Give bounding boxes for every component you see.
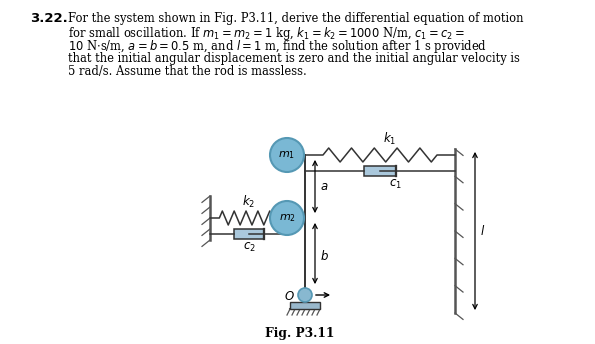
Text: $b$: $b$ [320, 249, 329, 264]
Text: For the system shown in Fig. P3.11, derive the differential equation of motion: For the system shown in Fig. P3.11, deri… [68, 12, 524, 25]
Bar [290, 302, 320, 309]
Text: $10$ N$\cdot$s/m, $a = b = 0.5$ m, and $l = 1$ m, find the solution after 1 s pr: $10$ N$\cdot$s/m, $a = b = 0.5$ m, and $… [68, 39, 487, 55]
Circle shape [298, 288, 312, 302]
Text: $m_2$: $m_2$ [278, 212, 296, 224]
Text: Fig. P3.11: Fig. P3.11 [265, 327, 334, 340]
Text: $k_2$: $k_2$ [242, 194, 256, 210]
Text: 5 rad/s. Assume that the rod is massless.: 5 rad/s. Assume that the rod is massless… [68, 65, 307, 78]
Circle shape [270, 138, 304, 172]
Circle shape [270, 201, 304, 235]
Text: 3.22.: 3.22. [30, 12, 68, 25]
Text: $O$: $O$ [284, 290, 295, 302]
Text: $c_1$: $c_1$ [389, 178, 402, 191]
Text: that the initial angular displacement is zero and the initial angular velocity i: that the initial angular displacement is… [68, 52, 520, 65]
Bar [364, 166, 396, 176]
Bar [234, 229, 264, 239]
Text: $l$: $l$ [480, 224, 485, 238]
Text: for small oscillation. If $m_1 = m_2 = 1$ kg, $k_1 = k_2 = 1000$ N/m, $c_1 = c_2: for small oscillation. If $m_1 = m_2 = 1… [68, 25, 465, 42]
Text: $m_1$: $m_1$ [278, 149, 296, 161]
Text: $k_1$: $k_1$ [383, 131, 397, 147]
Text: $a$: $a$ [320, 180, 328, 193]
Text: $c_2$: $c_2$ [243, 240, 255, 254]
